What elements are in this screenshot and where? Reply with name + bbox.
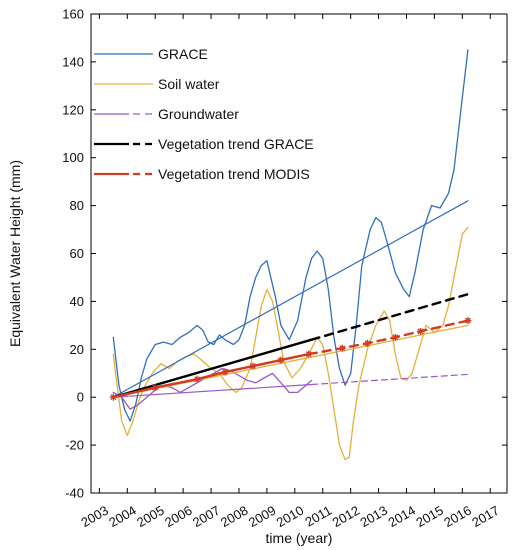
legend-label: Soil water — [158, 76, 220, 92]
plot-area — [90, 13, 508, 494]
series-layer — [109, 49, 472, 461]
modis-trend-marker-star — [338, 344, 346, 352]
legend-label: Vegetation trend GRACE — [158, 136, 314, 152]
modis-trend-marker — [416, 327, 424, 335]
y-tick-label: 40 — [70, 294, 84, 309]
modis-trend-marker — [151, 384, 159, 392]
y-tick-label: 100 — [62, 150, 84, 165]
plot-frame — [90, 13, 508, 494]
vegetation-trend-grace-dashed — [310, 293, 470, 341]
vegetation-trend-modis-dashed — [307, 319, 470, 356]
series-line-grace — [112, 49, 469, 422]
y-tick-label: 60 — [70, 246, 84, 261]
modis-trend-marker — [249, 362, 257, 370]
y-tick-label: -40 — [65, 486, 84, 501]
x-axis-label: time (year) — [266, 530, 333, 546]
modis-trend-marker — [221, 368, 229, 376]
modis-trend-marker-star — [221, 368, 229, 376]
modis-trend-marker-star — [363, 339, 371, 347]
y-tick-label: 20 — [70, 342, 84, 357]
modis-trend-marker — [193, 375, 201, 383]
series-line-groundwater — [112, 367, 313, 410]
y-tick-label: 140 — [62, 54, 84, 69]
trend-line-grace — [112, 200, 469, 398]
trend-line-groundwater-dashed — [311, 373, 469, 386]
y-tick-label: 80 — [70, 198, 84, 213]
series-line-soil-water — [112, 226, 469, 461]
modis-trend-marker — [464, 317, 472, 325]
modis-trend-marker — [305, 350, 313, 358]
legend-label: GRACE — [158, 46, 208, 62]
modis-trend-marker-star — [464, 317, 472, 325]
x-tick-label: 2017 — [469, 503, 502, 530]
y-axis-label: Equivalent Water Height (mm) — [7, 160, 23, 347]
legend-label: Groundwater — [158, 106, 239, 122]
modis-trend-marker — [363, 339, 371, 347]
vegetation-trend-grace-solid — [112, 338, 313, 399]
modis-trend-marker-star — [109, 393, 117, 401]
modis-trend-marker — [277, 356, 285, 364]
modis-trend-marker-star — [391, 333, 399, 341]
y-tick-label: 120 — [62, 102, 84, 117]
modis-trend-marker — [338, 344, 346, 352]
axis-ticks: -40-200204060801001201401602003200420052… — [62, 7, 507, 530]
modis-trend-marker-star — [277, 356, 285, 364]
legend: GRACE Soil water Groundwater Vegetation tre… — [94, 46, 314, 182]
y-tick-label: -20 — [65, 438, 84, 453]
modis-trend-marker-star — [305, 350, 313, 358]
modis-trend-marker-star — [151, 384, 159, 392]
modis-trend-marker — [109, 393, 117, 401]
y-tick-label: 160 — [62, 7, 84, 22]
modis-trend-marker-star — [416, 327, 424, 335]
y-tick-label: 0 — [77, 390, 84, 405]
modis-trend-marker-star — [249, 362, 257, 370]
modis-trend-marker-star — [193, 375, 201, 383]
modis-trend-marker — [391, 333, 399, 341]
legend-label: Vegetation trend MODIS — [158, 166, 310, 182]
trend-line-groundwater-solid — [112, 383, 313, 398]
